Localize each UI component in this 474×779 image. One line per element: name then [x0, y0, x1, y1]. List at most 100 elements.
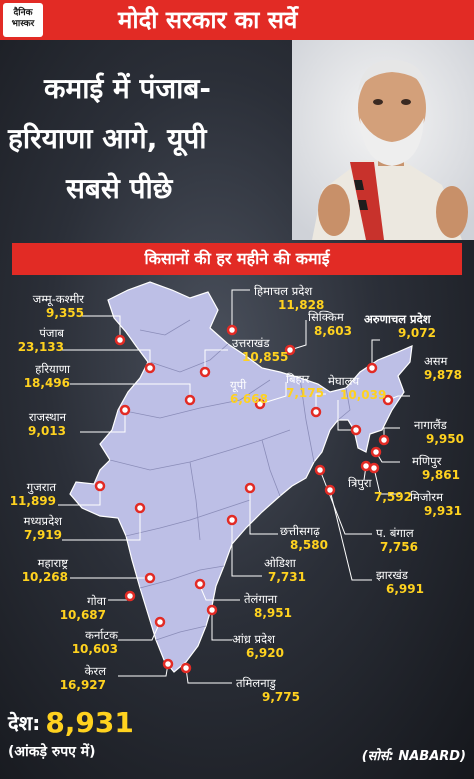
state-label-madhya-pradesh: मध्यप्रदेश 7,919	[24, 514, 62, 542]
source-note: (सोर्स: NABARD)	[361, 749, 466, 764]
state-markers	[94, 324, 394, 674]
state-value: 10,855	[242, 350, 289, 364]
state-name: गोवा	[87, 594, 106, 608]
subtitle-bar: किसानों की हर महीने की कमाई	[12, 243, 462, 275]
state-value: 7,756	[380, 540, 418, 554]
state-name: मिजोरम	[410, 490, 443, 504]
state-value: 10,039	[340, 388, 387, 402]
state-value: 16,927	[59, 678, 106, 692]
banner-title: मोदी सरकार का सर्वे	[118, 6, 298, 34]
state-name: आंध्र प्रदेश	[232, 632, 275, 646]
country-value: 8,931	[45, 706, 134, 739]
state-value: 9,013	[28, 424, 66, 438]
state-label-odisha: ओडिशा 7,731	[264, 556, 306, 584]
state-label-tripura: त्रिपुरा 7,592	[348, 476, 412, 504]
state-name: मध्यप्रदेश	[23, 514, 62, 528]
state-name: मेघालय	[328, 374, 360, 388]
state-value: 8,603	[314, 324, 352, 338]
state-value: 7,731	[268, 570, 306, 584]
state-value: 9,072	[398, 326, 436, 340]
state-label-jammu-kashmir: जम्मू-कश्मीर 9,355	[33, 292, 84, 320]
state-name: गुजरात	[26, 480, 56, 494]
state-value: 11,899	[9, 494, 56, 508]
state-label-west-bengal: प. बंगाल 7,756	[376, 526, 418, 554]
state-name: बिहार	[286, 372, 310, 386]
state-value: 10,603	[71, 642, 118, 656]
state-label-manipur: मणिपुर 9,861	[412, 454, 460, 482]
state-value: 9,355	[46, 306, 84, 320]
india-map-outline	[69, 281, 413, 673]
state-name: छत्तीसगढ़	[280, 524, 320, 538]
state-value: 11,828	[278, 298, 325, 312]
state-label-arunachal-pradesh: अरुणाचल प्रदेश 9,072	[364, 312, 436, 340]
state-name: तेलंगाना	[244, 592, 278, 606]
state-name: जम्मू-कश्मीर	[32, 292, 84, 306]
brand-logo-line1: दैनिक	[13, 8, 33, 18]
state-label-jharkhand: झारखंड 6,991	[376, 568, 424, 596]
leader-photo	[292, 40, 474, 240]
state-label-andhra-pradesh: आंध्र प्रदेश 6,920	[232, 632, 284, 660]
state-value: 9,950	[426, 432, 464, 446]
state-value: 7,175	[286, 386, 324, 400]
state-value: 18,496	[23, 376, 70, 390]
country-average: देश: 8,931	[8, 706, 134, 739]
state-label-uttarakhand: उत्तराखंड 10,855	[232, 336, 288, 364]
state-label-sikkim: सिक्किम 8,603	[308, 310, 352, 338]
state-label-tamil-nadu: तमिलनाडु 9,775	[236, 676, 300, 704]
state-label-bihar: बिहार 7,175	[286, 372, 324, 400]
headline-line2: हरियाणा आगे, यूपी	[8, 122, 207, 155]
state-value: 6,668	[230, 392, 268, 406]
state-label-meghalaya: मेघालय 10,039	[328, 374, 386, 402]
state-value: 9,878	[424, 368, 462, 382]
state-label-karnataka: कर्नाटक 10,603	[72, 628, 118, 656]
state-name: हरियाणा	[35, 362, 70, 376]
state-name: पंजाब	[39, 326, 64, 340]
state-label-goa: गोवा 10,687	[60, 594, 106, 622]
state-value: 9,931	[424, 504, 462, 518]
country-label: देश:	[8, 711, 41, 735]
state-name: महाराष्ट्र	[37, 556, 68, 570]
state-label-maharashtra: महाराष्ट्र 10,268	[22, 556, 68, 584]
brand-logo: दैनिक भास्कर	[3, 3, 43, 37]
state-label-gujarat: गुजरात 11,899	[10, 480, 56, 508]
headline-line3: सबसे पीछे	[66, 172, 173, 205]
state-value: 6,991	[386, 582, 424, 596]
state-name: त्रिपुरा	[348, 476, 372, 490]
state-label-telangana: तेलंगाना 8,951	[244, 592, 292, 620]
state-label-mizoram: मिजोरम 9,931	[410, 490, 462, 518]
state-value: 8,951	[254, 606, 292, 620]
top-banner: दैनिक भास्कर मोदी सरकार का सर्वे	[0, 0, 474, 40]
state-name: अरुणाचल प्रदेश	[364, 312, 431, 326]
state-label-haryana: हरियाणा 18,496	[24, 362, 70, 390]
state-label-himachal-pradesh: हिमाचल प्रदेश 11,828	[254, 284, 324, 312]
state-label-rajasthan: राजस्थान 9,013	[28, 410, 66, 438]
state-borders	[109, 319, 351, 641]
state-name: उत्तराखंड	[232, 336, 270, 350]
state-name: नागालैंड	[414, 418, 447, 432]
state-label-nagaland: नागालैंड 9,950	[414, 418, 464, 446]
state-value: 6,920	[246, 646, 284, 660]
state-value: 8,580	[290, 538, 328, 552]
state-name: ओडिशा	[264, 556, 296, 570]
state-label-chhattisgarh: छत्तीसगढ़ 8,580	[280, 524, 328, 552]
state-value: 7,919	[24, 528, 62, 542]
state-label-kerala: केरल 16,927	[60, 664, 106, 692]
state-name: तमिलनाडु	[236, 676, 276, 690]
brand-logo-line2: भास्कर	[11, 19, 35, 29]
state-value: 10,268	[21, 570, 68, 584]
units-note: (आंकड़े रुपए में)	[8, 744, 96, 760]
state-value: 9,861	[422, 468, 460, 482]
headline-line1: कमाई में पंजाब-	[44, 72, 212, 105]
state-name: कर्नाटक	[85, 628, 118, 642]
state-name: राजस्थान	[28, 410, 66, 424]
state-value: 10,687	[59, 608, 106, 622]
headline: कमाई में पंजाब- हरियाणा आगे, यूपी सबसे प…	[8, 64, 298, 214]
state-label-uttar-pradesh: यूपी 6,668	[230, 378, 268, 406]
state-name: केरल	[84, 664, 106, 678]
state-label-punjab: पंजाब 23,133	[18, 326, 64, 354]
state-value: 9,775	[262, 690, 300, 704]
state-label-assam: असम 9,878	[424, 354, 462, 382]
state-name: मणिपुर	[412, 454, 442, 468]
state-name: प. बंगाल	[376, 526, 414, 540]
state-name: झारखंड	[376, 568, 408, 582]
